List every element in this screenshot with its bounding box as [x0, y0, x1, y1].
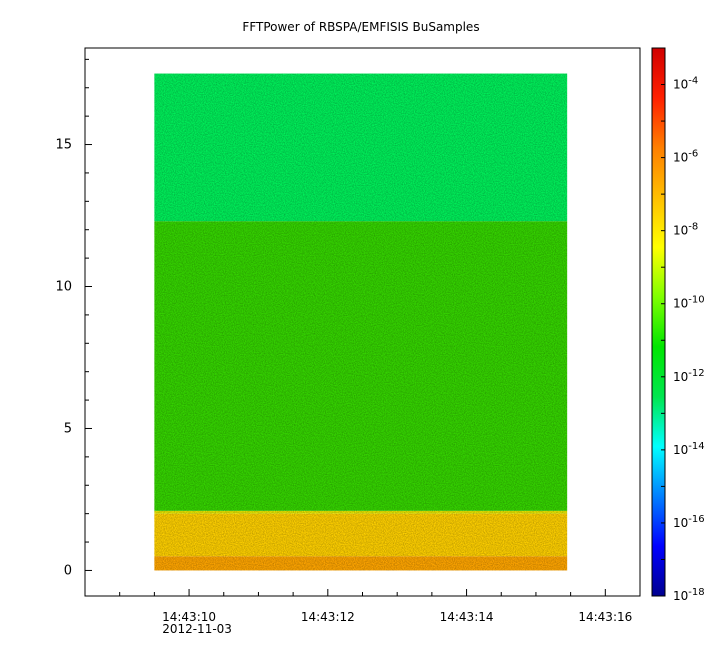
x-tick-label: 14:43:10: [162, 610, 216, 624]
colorbar-tick-label: 10-16: [673, 514, 705, 530]
y-tick-label: 5: [64, 421, 72, 436]
y-tick-label: 15: [55, 138, 72, 153]
x-tick-label: 14:43:14: [440, 610, 494, 624]
x-tick-label: 14:43:12: [301, 610, 355, 624]
colorbar-tick-label: 10-4: [673, 76, 698, 92]
colorbar-tick-label: 10-10: [673, 295, 705, 311]
chart-title: FFTPower of RBSPA/EMFISIS BuSamples: [242, 20, 479, 34]
colorbar-tick-label: 10-8: [673, 222, 698, 238]
y-tick-label: 0: [64, 563, 72, 578]
colorbar-tick-label: 10-14: [673, 441, 705, 457]
colorbar-tick-label: 10-6: [673, 149, 698, 165]
heatmap-texture: [154, 73, 568, 571]
colorbar-tick-label: 10-12: [673, 368, 705, 384]
x-tick-label: 14:43:16: [578, 610, 632, 624]
colorbar: [651, 47, 666, 597]
colorbar-tick-label: 10-18: [673, 587, 705, 603]
colorbar-ticks: 10-4 10-6 10-8 10-10 10-12 10-14 10-16 10-18: [661, 47, 705, 603]
y-tick-label: 10: [55, 280, 72, 295]
y-axis: 0 5 10 15: [55, 58, 92, 578]
x-tick-date-label: 2012-11-03: [162, 622, 232, 636]
heatmap-layer: [154, 73, 568, 571]
